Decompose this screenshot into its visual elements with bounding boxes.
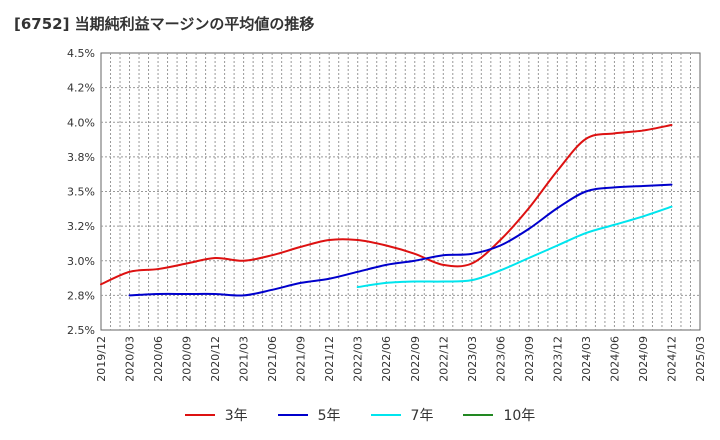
x-tick-label: 2025/03	[694, 336, 707, 382]
y-tick-label: 3.2%	[67, 220, 95, 233]
x-tick-label: 2021/06	[266, 336, 279, 382]
y-tick-label: 3.5%	[67, 186, 95, 199]
series-line-2	[356, 205, 673, 289]
series-line-1	[128, 183, 673, 297]
x-tick-label: 2020/03	[124, 336, 137, 382]
x-tick-label: 2023/09	[523, 336, 536, 382]
x-tick-label: 2020/12	[209, 336, 222, 382]
x-tick-label: 2022/03	[352, 336, 365, 382]
x-tick-label: 2024/06	[608, 336, 621, 382]
plot-area	[100, 52, 701, 331]
legend-item: 5年	[277, 405, 341, 425]
tick-labels: 2.5% 2.8% 3.0% 3.2% 3.5% 3.8% 4.0% 4.2% 4.5% 2019…	[67, 47, 707, 382]
legend-label: 3年	[224, 408, 248, 424]
legend: 3年 5年 7年 10年	[0, 404, 720, 426]
legend-swatch	[184, 414, 215, 416]
legend-item: 10年	[463, 405, 535, 425]
x-tick-label: 2023/12	[551, 336, 564, 382]
x-tick-label: 2023/03	[466, 336, 479, 382]
legend-item: 3年	[184, 405, 248, 425]
y-tick-label: 3.0%	[67, 255, 95, 268]
legend-item: 7年	[370, 405, 434, 425]
legend-swatch	[370, 414, 401, 416]
y-tick-label: 4.0%	[67, 116, 95, 129]
x-tick-label: 2021/09	[295, 336, 308, 382]
legend-label: 5年	[317, 408, 341, 424]
x-tick-label: 2024/03	[580, 336, 593, 382]
series-lines	[100, 124, 673, 297]
y-tick-label: 2.5%	[67, 324, 95, 337]
y-tick-label: 4.2%	[67, 82, 95, 95]
x-tick-label: 2024/09	[637, 336, 650, 382]
x-tick-label: 2019/12	[95, 336, 108, 382]
legend-swatch	[463, 414, 494, 416]
x-tick-label: 2022/09	[409, 336, 422, 382]
x-tick-label: 2022/12	[437, 336, 450, 382]
y-tick-label: 3.8%	[67, 151, 95, 164]
x-tick-label: 2020/09	[181, 336, 194, 382]
x-tick-label: 2021/03	[238, 336, 251, 382]
x-tick-label: 2024/12	[665, 336, 678, 382]
legend-swatch	[277, 414, 308, 416]
x-tick-label: 2021/12	[323, 336, 336, 382]
legend-label: 10年	[503, 408, 536, 424]
x-tick-label: 2023/06	[494, 336, 507, 382]
y-tick-label: 4.5%	[67, 47, 95, 60]
y-tick-label: 2.8%	[67, 289, 95, 302]
chart-title: [6752] 当期純利益マージンの平均値の推移	[14, 15, 315, 33]
series-line-0	[100, 124, 673, 286]
legend-label: 7年	[410, 408, 434, 424]
x-tick-label: 2020/06	[152, 336, 165, 382]
x-tick-label: 2022/06	[380, 336, 393, 382]
